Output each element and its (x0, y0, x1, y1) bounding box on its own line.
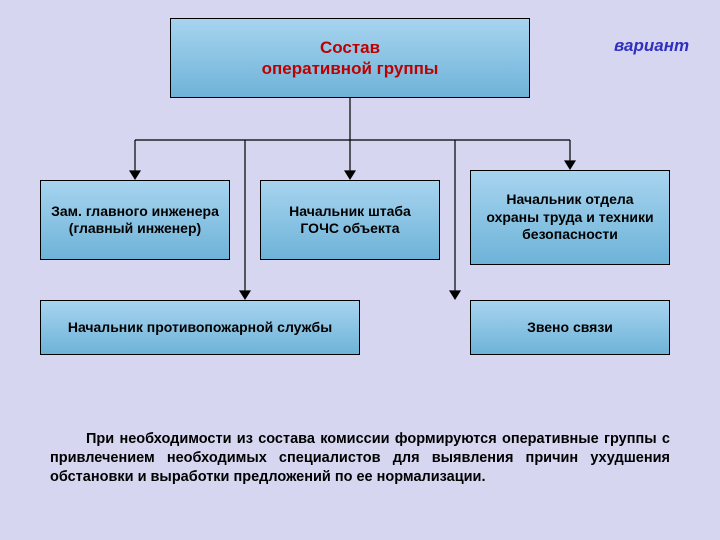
variant-label: вариант (614, 36, 689, 56)
footer-paragraph: При необходимости из состава комиссии фо… (50, 430, 670, 487)
node-comm-link: Звено связи (470, 300, 670, 355)
node-deputy-chief-engineer: Зам. главного инженера (главный инженер) (40, 180, 230, 260)
node-root-line1: Состав (262, 37, 439, 58)
node-label: Начальник штаба ГОЧС объекта (269, 203, 431, 238)
footer-text: При необходимости из состава комиссии фо… (50, 431, 670, 485)
node-label: Зам. главного инженера (главный инженер) (49, 203, 221, 238)
node-label: Начальник отдела охраны труда и техники … (479, 191, 661, 244)
node-gochs-hq-chief: Начальник штаба ГОЧС объекта (260, 180, 440, 260)
node-fire-service-chief: Начальник противопожарной службы (40, 300, 360, 355)
node-label: Звено связи (527, 319, 613, 337)
node-label: Начальник противопожарной службы (68, 319, 332, 337)
node-root-line2: оперативной группы (262, 58, 439, 79)
node-root: Состав оперативной группы (170, 18, 530, 98)
node-safety-dept-chief: Начальник отдела охраны труда и техники … (470, 170, 670, 265)
